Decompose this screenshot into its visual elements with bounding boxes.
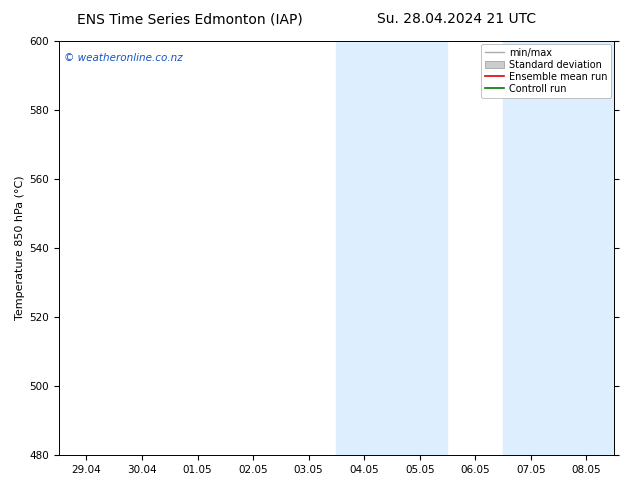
Bar bbox=[503, 41, 614, 455]
Legend: min/max, Standard deviation, Ensemble mean run, Controll run: min/max, Standard deviation, Ensemble me… bbox=[481, 44, 611, 98]
Y-axis label: Temperature 850 hPa (°C): Temperature 850 hPa (°C) bbox=[15, 176, 25, 320]
Text: Su. 28.04.2024 21 UTC: Su. 28.04.2024 21 UTC bbox=[377, 12, 536, 26]
Text: © weatheronline.co.nz: © weatheronline.co.nz bbox=[64, 53, 183, 64]
Text: ENS Time Series Edmonton (IAP): ENS Time Series Edmonton (IAP) bbox=[77, 12, 303, 26]
Bar bbox=[337, 41, 448, 455]
